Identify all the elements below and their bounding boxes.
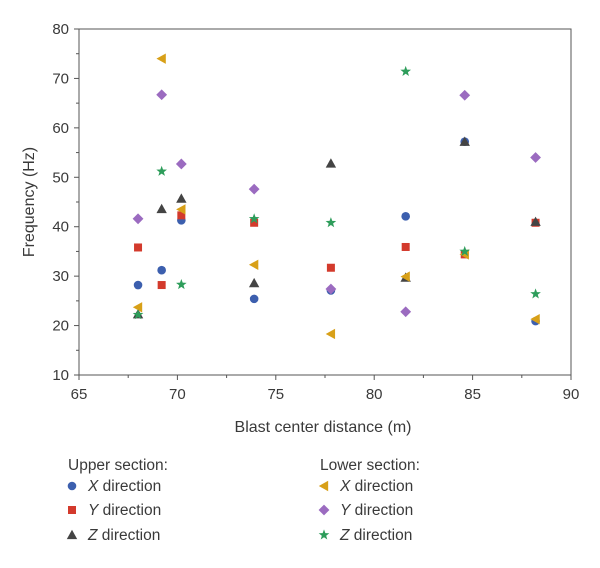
series-2	[132, 136, 541, 319]
data-point	[176, 193, 187, 203]
legend-label: Y direction	[88, 502, 161, 519]
data-point	[325, 328, 336, 340]
data-point	[132, 302, 143, 313]
legend-label: Z direction	[339, 527, 412, 544]
legend-axis-letter: Y	[88, 502, 100, 519]
data-point	[176, 204, 186, 215]
legend-axis-letter: Z	[87, 527, 98, 544]
legend-label: X direction	[87, 478, 161, 495]
legend-marker	[318, 529, 330, 540]
x-tick-label: 70	[169, 386, 186, 403]
data-point	[156, 165, 167, 176]
data-point	[175, 158, 187, 170]
series-1	[134, 211, 540, 290]
legend-marker	[66, 529, 78, 540]
x-tick-label: 85	[464, 386, 481, 403]
data-point	[530, 152, 541, 163]
legend-heading: Upper section:	[68, 457, 168, 474]
y-tick-label: 70	[52, 70, 69, 87]
legend-suffix: direction	[97, 527, 160, 544]
y-tick-label: 80	[52, 21, 69, 38]
data-point	[132, 213, 144, 225]
data-point	[401, 212, 410, 221]
legend-marker	[318, 480, 329, 492]
legend-axis-letter: X	[87, 478, 99, 495]
legend-axis-letter: X	[339, 478, 351, 495]
legend-marker	[68, 506, 76, 514]
legend-marker	[318, 504, 330, 516]
y-axis-title: Frequency (Hz)	[21, 147, 38, 257]
data-points	[132, 53, 541, 340]
data-point	[157, 265, 166, 275]
data-point	[176, 278, 187, 290]
y-tick-label: 50	[52, 169, 69, 186]
data-point	[325, 158, 337, 168]
legend-label: X direction	[339, 478, 413, 495]
data-point	[134, 243, 143, 252]
data-point	[132, 309, 144, 320]
legend-heading: Lower section:	[320, 457, 420, 474]
legend-axis-letter: Z	[339, 527, 350, 544]
series-0	[133, 137, 540, 326]
legend-suffix: direction	[350, 502, 413, 519]
data-point	[325, 217, 337, 228]
legend-suffix: direction	[98, 478, 161, 495]
data-point	[459, 136, 470, 146]
data-point	[133, 280, 143, 290]
data-point	[156, 203, 167, 214]
legend-axis-letter: Y	[340, 502, 352, 519]
x-tick-label: 65	[71, 386, 88, 403]
data-point	[530, 216, 541, 226]
data-point	[325, 283, 337, 295]
legend-marker	[67, 481, 77, 491]
y-tick-label: 40	[52, 219, 69, 236]
data-point	[530, 288, 541, 299]
legend-suffix: direction	[98, 502, 161, 519]
x-tick-label: 75	[267, 386, 284, 403]
data-point	[400, 306, 412, 318]
data-point	[400, 271, 410, 282]
data-point	[530, 313, 540, 325]
series-3	[132, 53, 540, 340]
data-point	[248, 183, 260, 195]
y-tick-label: 20	[52, 318, 69, 335]
data-point	[250, 218, 259, 227]
data-point	[156, 53, 166, 64]
legend-label: Y direction	[340, 502, 413, 519]
series-5	[132, 65, 541, 320]
data-point	[157, 281, 166, 290]
legend-label: Z direction	[87, 527, 160, 544]
y-tick-label: 30	[52, 268, 69, 285]
data-point	[156, 89, 168, 101]
y-tick-label: 10	[52, 367, 69, 384]
data-point	[177, 211, 186, 220]
series-4	[132, 89, 541, 318]
data-point	[248, 277, 260, 288]
data-point	[459, 245, 471, 256]
data-point	[401, 242, 410, 251]
x-axis-title: Blast center distance (m)	[235, 419, 412, 436]
plot-border	[78, 28, 572, 376]
y-axis: 10 20 30 40 50 60 70 80	[52, 21, 79, 384]
plot-frame	[78, 28, 572, 376]
data-point	[459, 89, 471, 101]
data-point	[248, 213, 260, 224]
legend-suffix: direction	[349, 527, 412, 544]
y-tick-label: 60	[52, 120, 69, 137]
legend-suffix: direction	[350, 478, 413, 495]
data-point	[249, 294, 259, 304]
x-axis: 65 70 75 80 85 90	[71, 375, 580, 403]
data-point	[400, 65, 412, 77]
x-tick-label: 90	[563, 386, 580, 403]
data-point	[326, 263, 335, 272]
data-point	[248, 259, 259, 270]
x-tick-label: 80	[366, 386, 383, 403]
